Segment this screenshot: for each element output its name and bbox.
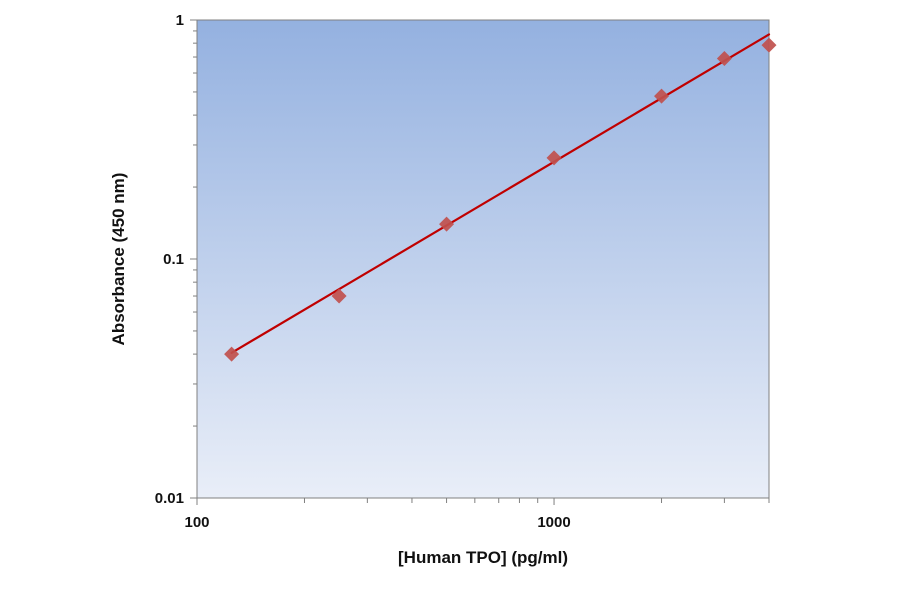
data-points — [224, 37, 777, 362]
trendline — [230, 33, 771, 354]
y-axis: 0.01 0.1 1 — [155, 12, 197, 507]
data-point-marker — [546, 150, 562, 166]
data-point-marker — [654, 88, 670, 104]
x-axis: 100 1000 — [184, 498, 770, 531]
data-point-marker — [761, 37, 777, 53]
y-axis-title: Absorbance (450 nm) — [109, 173, 128, 346]
x-tick-label: 100 — [184, 514, 209, 531]
y-tick-label: 0.01 — [155, 490, 184, 507]
trendline-group — [230, 33, 771, 354]
data-point-marker — [224, 346, 240, 362]
data-point-marker — [439, 216, 455, 232]
y-tick-label: 1 — [176, 12, 184, 29]
data-point-marker — [331, 288, 347, 304]
x-tick-label: 1000 — [537, 514, 570, 531]
x-axis-title: [Human TPO] (pg/ml) — [398, 548, 568, 567]
data-point-marker — [716, 51, 732, 67]
plot-area — [196, 19, 770, 499]
y-tick-label: 0.1 — [163, 251, 184, 268]
